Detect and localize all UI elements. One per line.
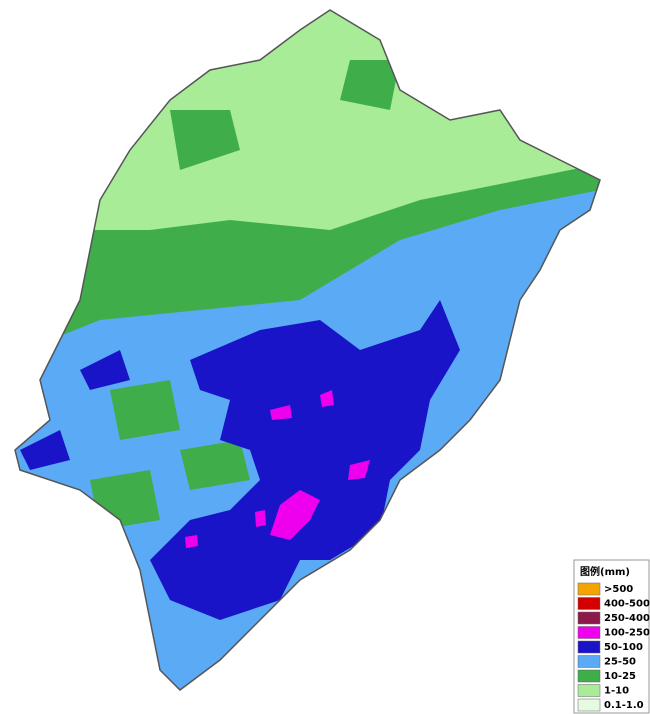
legend-title: 图例(mm): [580, 565, 630, 578]
legend-swatch: [577, 640, 601, 654]
area-100-250: [185, 390, 370, 548]
legend-swatch: [577, 597, 601, 610]
legend-swatch: [577, 611, 601, 625]
legend-label: 1-10: [604, 686, 629, 697]
legend-swatch: [577, 669, 601, 683]
legend-swatch: [577, 655, 601, 668]
legend-label: 400-500: [604, 599, 650, 610]
legend-label: 25-50: [604, 657, 636, 668]
legend-swatch: [577, 698, 601, 712]
area-10-25: [170, 60, 400, 170]
legend-label: 50-100: [604, 642, 643, 653]
legend-items: >500 400-500 250-400 100-250 50-100 25-50 10-2…: [577, 582, 650, 712]
legend-swatch: [577, 582, 601, 596]
legend-label: >500: [604, 584, 633, 595]
legend-label: 100-250: [604, 628, 650, 639]
area-50-100: [150, 300, 460, 620]
legend-label: 10-25: [604, 671, 636, 682]
legend-swatch: [577, 684, 601, 697]
area-50-100: [20, 350, 130, 470]
legend-label: 250-400: [604, 613, 650, 624]
province-border: [14, 9, 601, 691]
legend-swatch: [577, 626, 601, 639]
legend-label: 0.1-1.0: [604, 700, 644, 711]
area-10-25: [90, 380, 250, 530]
